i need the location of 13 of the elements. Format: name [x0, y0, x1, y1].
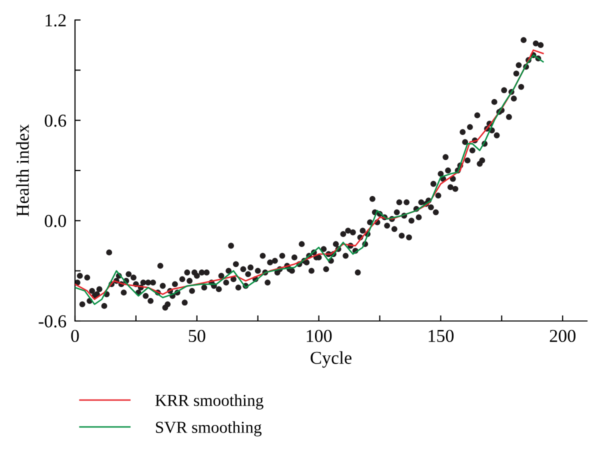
y-tick-label: -0.6	[38, 315, 66, 328]
x-tick-label: 50	[188, 330, 206, 342]
y-tick-label: 0.6	[44, 114, 66, 127]
x-tick-label: 0	[71, 330, 79, 342]
x-axis-title: Cycle	[310, 351, 352, 368]
x-tick-label: 150	[428, 330, 454, 342]
x-tick-label: 200	[550, 330, 576, 342]
y-axis-title: Health index	[16, 124, 29, 216]
legend-label: SVR smoothing	[156, 421, 262, 436]
y-tick-label: 1.2	[46, 14, 66, 27]
y-tick-label: 0.0	[44, 214, 66, 228]
x-tick-label: 100	[306, 330, 332, 342]
legend-label: KRR smoothing	[155, 394, 264, 410]
